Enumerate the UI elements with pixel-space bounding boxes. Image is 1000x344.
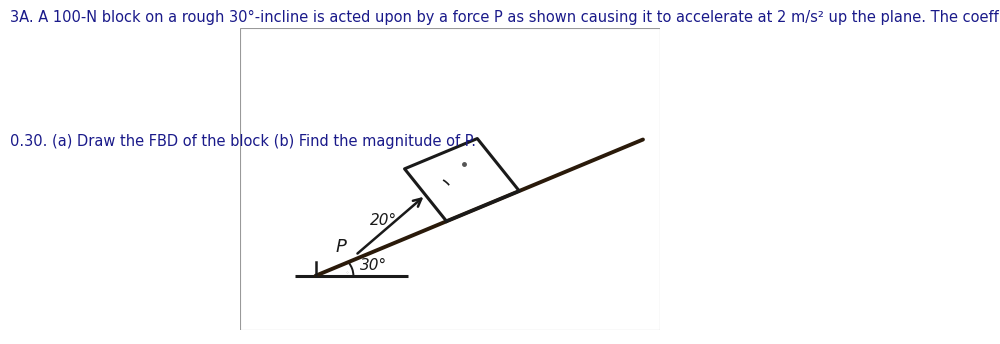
Text: 30°: 30° <box>360 258 387 273</box>
Text: 3A. A 100-N block on a rough 30°-incline is acted upon by a force P as shown cau: 3A. A 100-N block on a rough 30°-incline… <box>10 10 1000 25</box>
Text: 0.30. (a) Draw the FBD of the block (b) Find the magnitude of P.: 0.30. (a) Draw the FBD of the block (b) … <box>10 134 476 149</box>
Text: 20°: 20° <box>370 213 397 228</box>
Text: P: P <box>335 238 346 256</box>
